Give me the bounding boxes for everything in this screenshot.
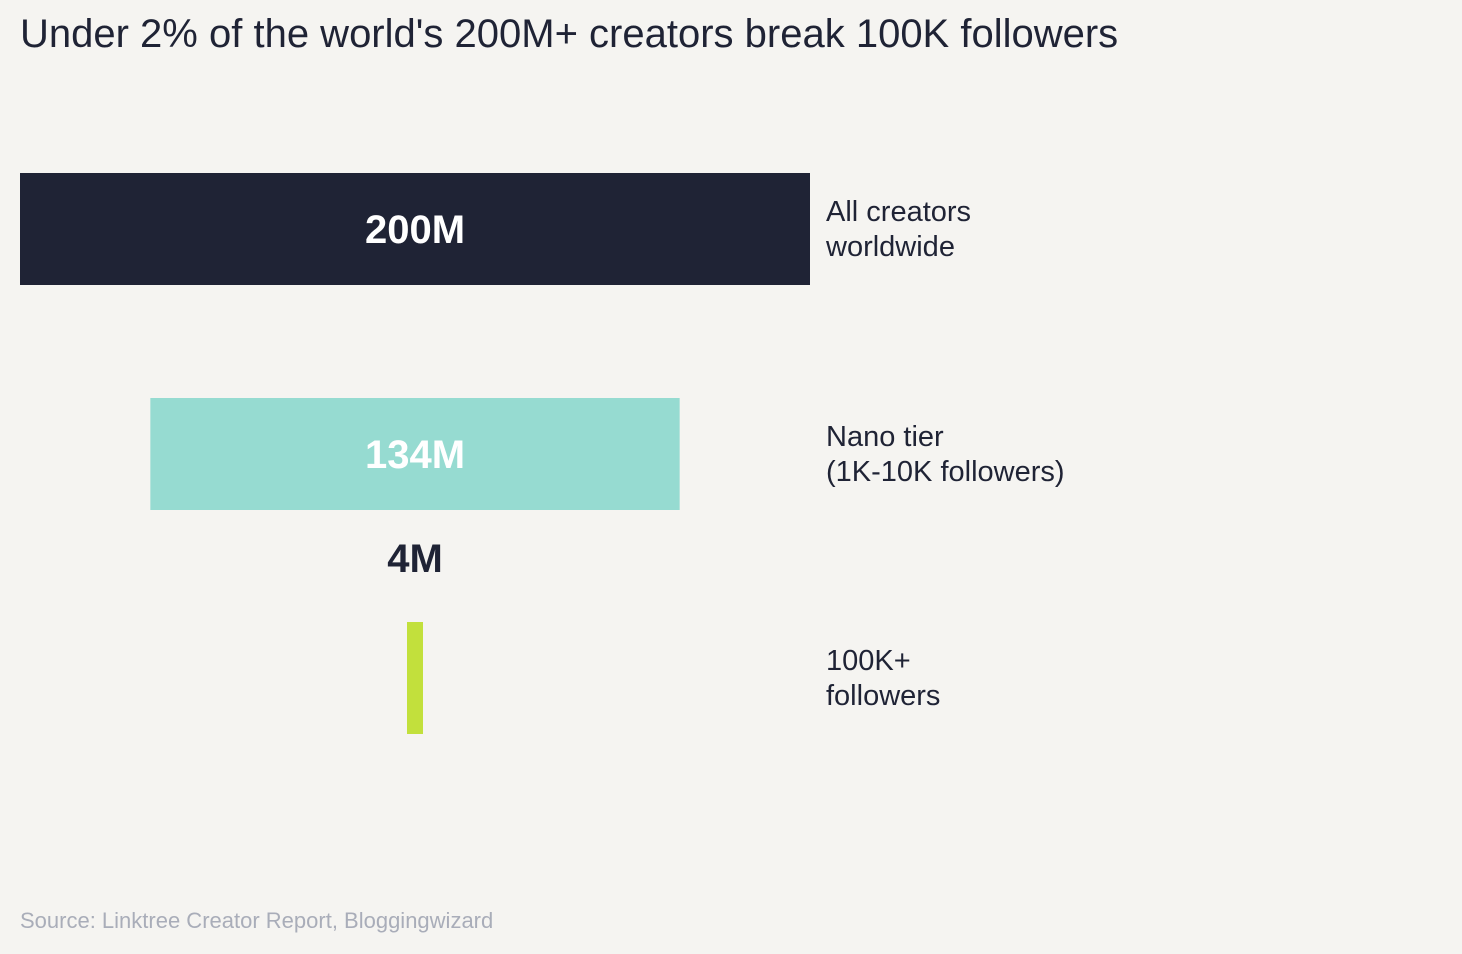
bar-2 — [407, 622, 423, 734]
category-label: Nano tier (1K-10K followers) — [826, 421, 1065, 488]
category-label-line: worldwide — [825, 231, 955, 263]
bar-1 — [150, 398, 680, 510]
category-label-line: 100K+ — [826, 645, 911, 677]
category-label-line: Nano tier — [826, 421, 944, 453]
category-label: 100K+ followers — [826, 645, 940, 712]
value-label: 134M — [365, 433, 465, 477]
category-label: All creators worldwide — [825, 196, 971, 263]
chart-title: Under 2% of the world's 200M+ creators b… — [20, 12, 1119, 56]
value-label: 200M — [365, 208, 465, 252]
value-label: 4M — [387, 537, 443, 581]
source-note: Source: Linktree Creator Report, Bloggin… — [20, 908, 494, 933]
category-label-line: All creators — [826, 196, 971, 228]
category-label-line: followers — [826, 680, 940, 712]
category-label-line: (1K-10K followers) — [826, 456, 1065, 488]
bar-0 — [20, 173, 810, 285]
